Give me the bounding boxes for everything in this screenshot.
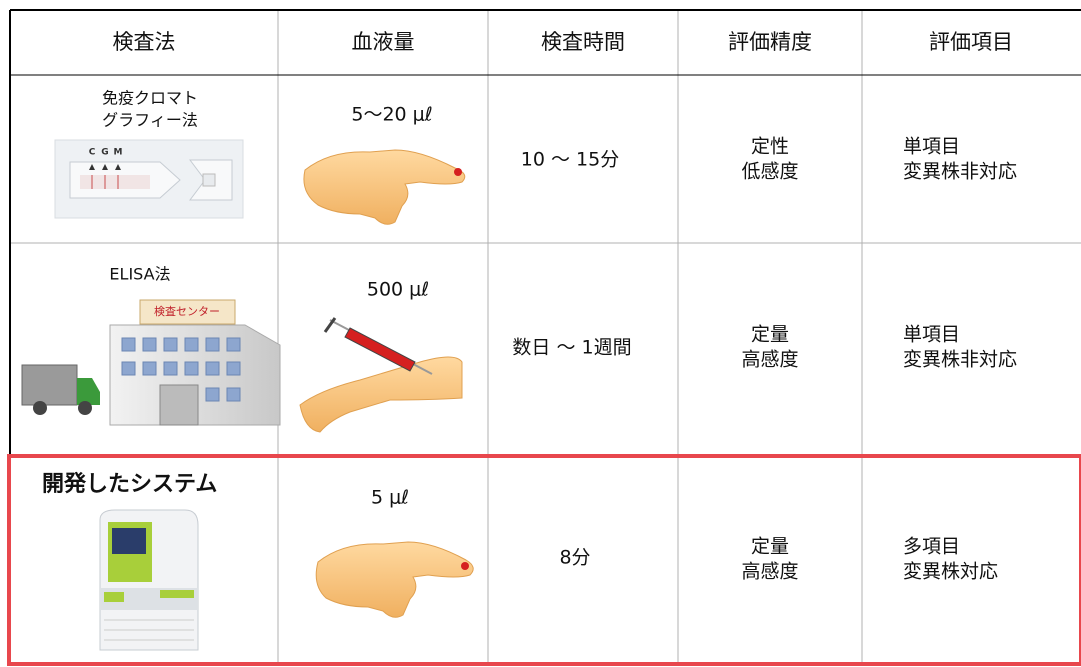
items: 単項目: [903, 324, 960, 346]
hand-illustration: [303, 149, 466, 225]
hand-illustration: [315, 541, 474, 618]
strip-label: M: [114, 148, 123, 158]
header-cell: 評価精度: [728, 30, 812, 54]
accuracy: 高感度: [741, 561, 798, 583]
items: 単項目: [903, 136, 960, 158]
syringe-arm-illustration: [299, 317, 463, 433]
volume: 5～20 μℓ: [351, 104, 432, 126]
building-sign: 検査センター: [154, 304, 220, 318]
lab-building: [21, 299, 281, 426]
method: ELISA法: [109, 265, 170, 284]
accuracy: 定性: [751, 136, 789, 158]
header-cell: 血液量: [352, 30, 415, 54]
method: 開発したシステム: [42, 472, 217, 497]
outer-border: [9, 9, 1081, 455]
items: 変異株非対応: [903, 161, 1017, 183]
header-cell: 評価項目: [929, 30, 1013, 54]
accuracy: 低感度: [741, 161, 798, 183]
highlight-border: [7, 454, 1081, 666]
header-cell: 検査時間: [541, 30, 625, 54]
grid: [10, 10, 1081, 665]
device-illustration: [99, 509, 199, 651]
volume: 500 μℓ: [367, 279, 429, 301]
accuracy: 定量: [751, 536, 789, 558]
items: 多項目: [903, 536, 960, 558]
strip-label: C: [89, 148, 96, 158]
accuracy: 高感度: [741, 349, 798, 371]
volume: 5 μℓ: [371, 487, 409, 509]
method: 免疫クロマト: [102, 89, 198, 108]
method: グラフィー法: [102, 111, 198, 130]
time: 8分: [559, 547, 590, 569]
items: 変異株非対応: [903, 349, 1017, 371]
accuracy: 定量: [751, 324, 789, 346]
header-cell: 検査法: [113, 30, 176, 54]
items: 変異株対応: [903, 561, 998, 583]
test-strip: [54, 139, 244, 219]
time: 10 ～ 15分: [521, 149, 619, 171]
time: 数日 ～ 1週間: [512, 337, 631, 359]
strip-label: G: [101, 148, 108, 158]
